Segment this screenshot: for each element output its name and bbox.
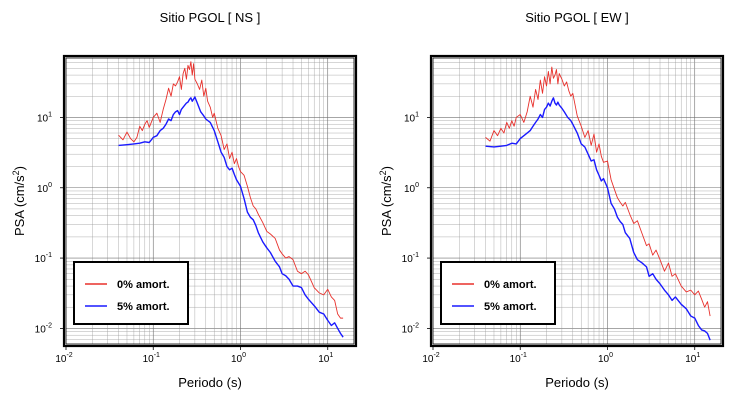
series-line-5pct (118, 96, 344, 338)
legend-box (73, 261, 189, 325)
plot-frame-inner (65, 57, 355, 345)
y-tick-label: 100 (404, 182, 419, 195)
chart-panel-ew: 10-2 10-1 100 101 10-2 10-1 100 101 Sitio PGOL [… (378, 10, 725, 390)
chart-title: Sitio PGOL [ EW ] (525, 10, 629, 25)
x-tick-label: 100 (231, 352, 246, 365)
y-tick-label: 101 (404, 111, 419, 124)
legend-box (440, 261, 556, 325)
x-axis-label: Periodo (s) (178, 375, 242, 390)
x-tick-label: 10-1 (143, 352, 160, 365)
y-axis-label: PSA (cm/s2) (11, 166, 27, 236)
y-tick-label: 10-2 (35, 322, 52, 335)
x-tick-label: 101 (685, 352, 700, 365)
legend: 0% amort. 5% amort. (440, 261, 556, 325)
x-axis-label: Periodo (s) (545, 375, 609, 390)
y-tick-label: 10-1 (402, 252, 419, 265)
legend-label: 0% amort. (484, 279, 537, 291)
y-tick-label: 100 (37, 182, 52, 195)
plot-frame-inner (432, 57, 722, 345)
x-tick-label: 100 (598, 352, 613, 365)
chart-title: Sitio PGOL [ NS ] (160, 10, 261, 25)
series-line-5pct (485, 97, 711, 341)
legend: 0% amort. 5% amort. (73, 261, 189, 325)
legend-label: 0% amort. (117, 279, 170, 291)
series-line-0pct (485, 66, 711, 317)
x-tick-label: 10-2 (422, 352, 439, 365)
y-tick-label: 10-2 (402, 322, 419, 335)
plot-frame (62, 54, 358, 348)
y-tick-label: 10-1 (35, 252, 52, 265)
chart-panel-ns: 10-2 10-1 100 101 10-2 10-1 100 101 Sitio PGOL [… (11, 10, 358, 390)
y-tick-label: 101 (37, 111, 52, 124)
series-line-0pct (118, 61, 344, 319)
x-tick-label: 10-1 (510, 352, 527, 365)
grid (433, 58, 721, 344)
y-axis-label: PSA (cm/s2) (378, 166, 394, 236)
x-tick-label: 10-2 (55, 352, 72, 365)
x-tick-label: 101 (318, 352, 333, 365)
legend-label: 5% amort. (484, 301, 537, 313)
plot-frame (429, 54, 725, 348)
legend-label: 5% amort. (117, 301, 170, 313)
